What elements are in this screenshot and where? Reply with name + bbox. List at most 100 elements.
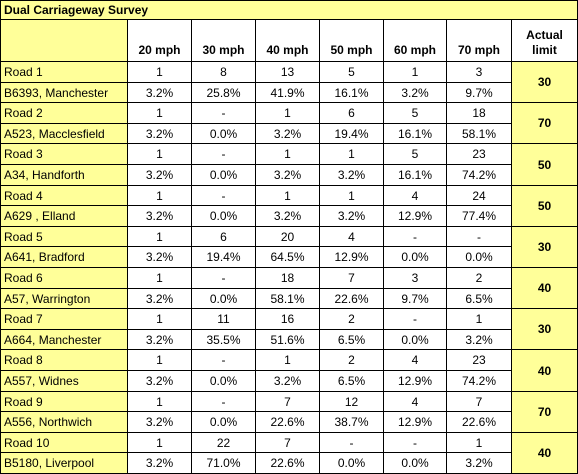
percent: 16.1% bbox=[320, 83, 384, 103]
count: 1 bbox=[256, 103, 320, 124]
count: - bbox=[384, 309, 447, 330]
percent-text: 35.5% bbox=[206, 332, 241, 347]
road-name: Road 4 bbox=[1, 186, 128, 206]
percent: 74.2% bbox=[447, 165, 512, 186]
percent-text: 3.2% bbox=[145, 209, 174, 223]
count: 20 bbox=[256, 227, 320, 247]
percent-text: 0.0% bbox=[401, 332, 429, 347]
percent-text: 0.0% bbox=[401, 250, 429, 264]
road-name-text: Road 2 bbox=[4, 106, 43, 120]
percent: 0.0% bbox=[447, 247, 512, 268]
road-location: A34, Handforth bbox=[1, 165, 128, 186]
road-location: B6393, Manchester bbox=[1, 83, 128, 103]
count: 7 bbox=[447, 392, 512, 412]
count: 4 bbox=[384, 350, 447, 371]
count: - bbox=[447, 227, 512, 247]
actual-limit-text: 30 bbox=[537, 322, 552, 336]
count-text: - bbox=[221, 188, 226, 203]
percent: 3.2% bbox=[128, 83, 192, 103]
count: - bbox=[192, 392, 256, 412]
percent-text: 3.2% bbox=[145, 332, 174, 347]
count: 1 bbox=[447, 433, 512, 453]
actual-limit: 50 bbox=[512, 186, 578, 227]
percent-text: 51.6% bbox=[270, 332, 305, 347]
count: 1 bbox=[384, 62, 447, 83]
count: - bbox=[192, 350, 256, 371]
count-text: 5 bbox=[411, 147, 419, 161]
percent: 0.0% bbox=[192, 124, 256, 144]
actual-limit: 70 bbox=[512, 103, 578, 144]
count-text: - bbox=[349, 435, 354, 450]
road-location: A556, Northwich bbox=[1, 412, 128, 433]
count: 4 bbox=[384, 392, 447, 412]
percent: 38.7% bbox=[320, 412, 384, 433]
percent-text: 9.7% bbox=[465, 85, 493, 100]
road-name: Road 9 bbox=[1, 392, 128, 412]
count-text: 5 bbox=[348, 65, 355, 79]
percent-text: 3.2% bbox=[273, 126, 302, 141]
count-text: 22 bbox=[216, 435, 231, 450]
count: 16 bbox=[256, 309, 320, 330]
percent-text: 0.0% bbox=[465, 250, 493, 264]
percent-text: 3.2% bbox=[145, 456, 174, 470]
count-text: 18 bbox=[280, 271, 295, 285]
road-name: Road 6 bbox=[1, 268, 128, 289]
road-name-text: Road 3 bbox=[4, 147, 43, 161]
percent: 3.2% bbox=[128, 371, 192, 392]
limit-header: Actual limit bbox=[512, 20, 578, 62]
percent: 3.2% bbox=[128, 453, 192, 474]
percent: 3.2% bbox=[128, 165, 192, 186]
road-location-text: A629 , Elland bbox=[4, 209, 76, 223]
road-name-text: Road 1 bbox=[4, 65, 43, 79]
count: 1 bbox=[128, 186, 192, 206]
count: 1 bbox=[128, 144, 192, 165]
count-text: 6 bbox=[220, 229, 227, 244]
count: - bbox=[384, 227, 447, 247]
count: 6 bbox=[320, 103, 384, 124]
road-name-text: Road 10 bbox=[4, 435, 50, 450]
actual-limit-text: 50 bbox=[537, 199, 552, 213]
count: 3 bbox=[447, 62, 512, 83]
count: 5 bbox=[384, 144, 447, 165]
actual-limit: 30 bbox=[512, 227, 578, 268]
percent: 3.2% bbox=[320, 165, 384, 186]
actual-limit-text: 30 bbox=[537, 75, 552, 89]
count-text: 1 bbox=[475, 435, 483, 450]
road-location-text: A556, Northwich bbox=[4, 415, 93, 429]
percent-text: 3.2% bbox=[273, 209, 302, 223]
percent: 41.9% bbox=[256, 83, 320, 103]
column-header: 70 mph bbox=[447, 20, 512, 62]
count: 5 bbox=[320, 62, 384, 83]
column-header-text: 60 mph bbox=[393, 43, 436, 57]
count: 18 bbox=[256, 268, 320, 289]
percent: 12.9% bbox=[384, 412, 447, 433]
count-text: 3 bbox=[411, 271, 419, 285]
percent: 25.8% bbox=[192, 83, 256, 103]
header-blank bbox=[1, 20, 128, 62]
count: 1 bbox=[128, 62, 192, 83]
count-text: 1 bbox=[156, 188, 163, 203]
column-header-text: 70 mph bbox=[457, 43, 500, 57]
percent-text: 6.5% bbox=[337, 374, 366, 388]
percent-text: 22.6% bbox=[270, 415, 305, 429]
percent-text: 3.2% bbox=[401, 85, 429, 100]
percent-text: 0.0% bbox=[209, 291, 238, 306]
percent-text: 9.7% bbox=[401, 291, 429, 306]
actual-limit-text: 40 bbox=[537, 363, 552, 378]
percent-text: 12.9% bbox=[397, 209, 433, 223]
percent-text: 19.4% bbox=[206, 250, 241, 264]
count-text: 2 bbox=[475, 271, 483, 285]
count: 11 bbox=[192, 309, 256, 330]
percent-text: 3.2% bbox=[273, 374, 302, 388]
percent-text: 0.0% bbox=[401, 456, 429, 470]
percent: 74.2% bbox=[447, 371, 512, 392]
count: 1 bbox=[128, 268, 192, 289]
count-text: 7 bbox=[284, 435, 291, 450]
count: 2 bbox=[447, 268, 512, 289]
count: 7 bbox=[320, 268, 384, 289]
count: 1 bbox=[320, 186, 384, 206]
percent-text: 22.6% bbox=[334, 291, 369, 306]
count-text: 24 bbox=[472, 188, 486, 203]
count-text: 1 bbox=[411, 65, 419, 79]
actual-limit: 70 bbox=[512, 392, 578, 433]
